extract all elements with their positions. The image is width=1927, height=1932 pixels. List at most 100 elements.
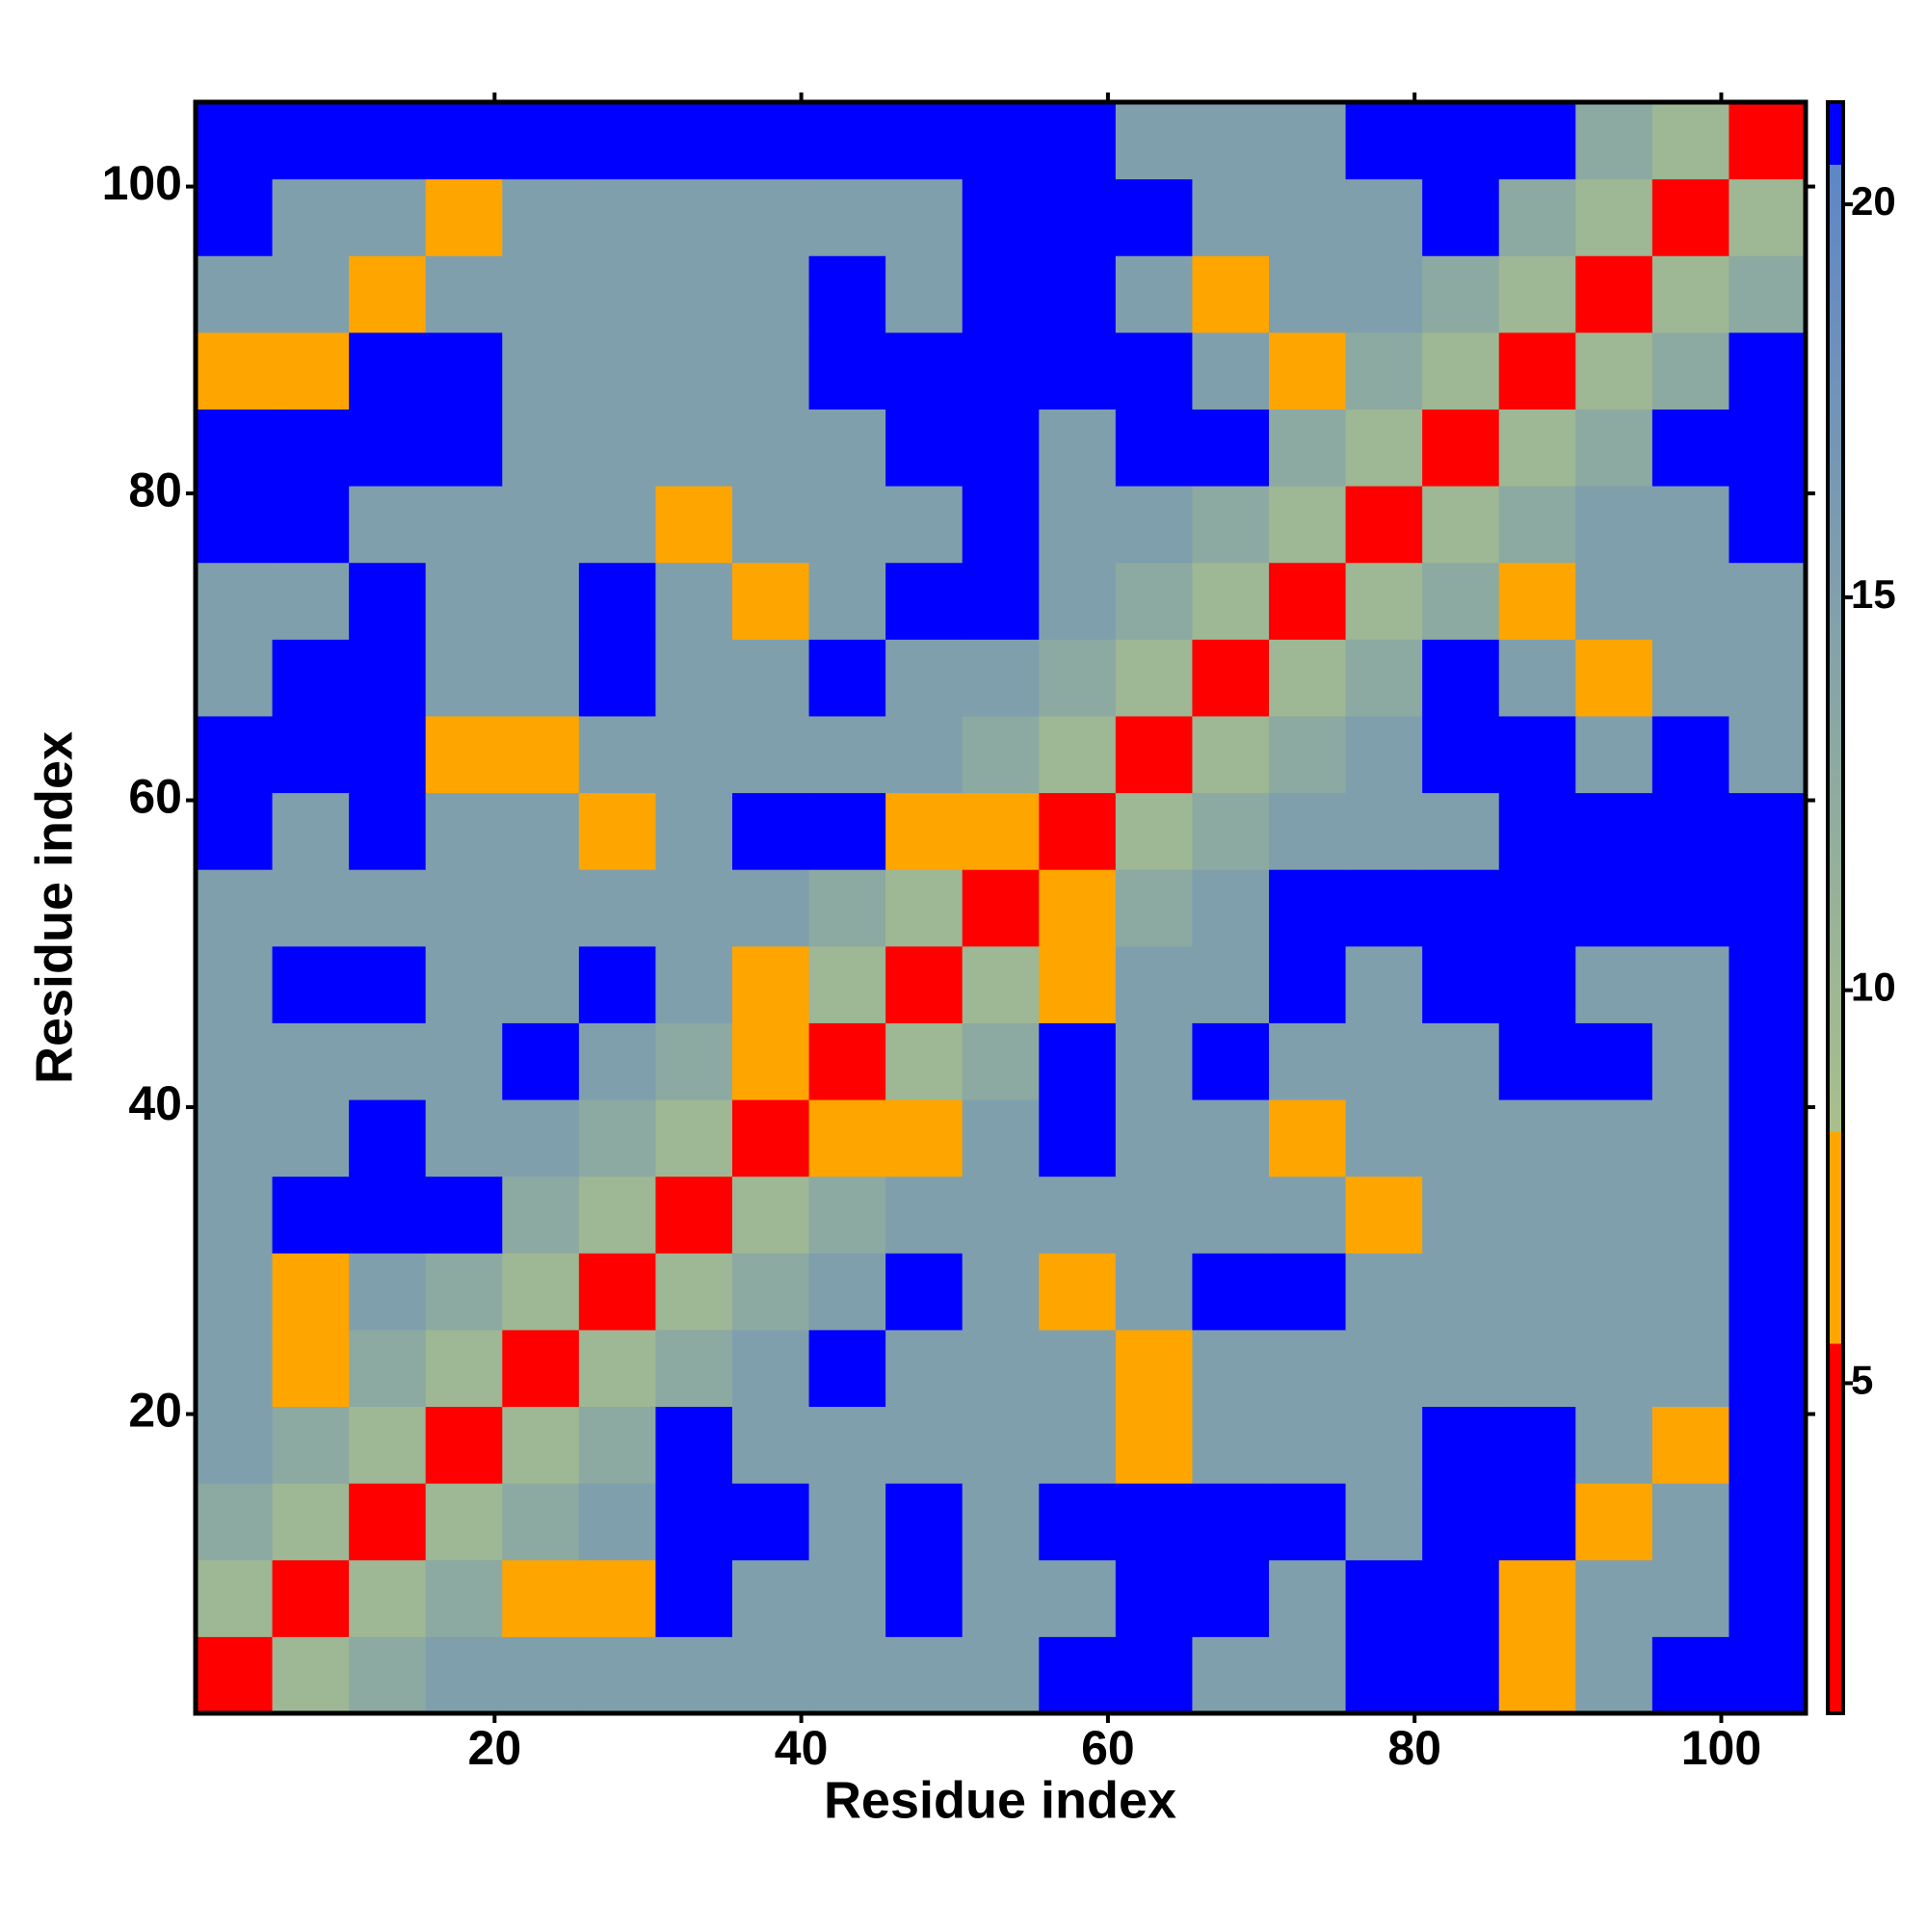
heatmap-cell: [1422, 1483, 1500, 1561]
heatmap-cell: [272, 331, 350, 410]
heatmap-cell: [349, 331, 427, 410]
heatmap-cell: [808, 331, 886, 410]
heatmap-cell: [1651, 486, 1729, 564]
heatmap-cell: [349, 1022, 427, 1100]
heatmap-cell: [578, 1406, 656, 1484]
heatmap-cell: [196, 869, 274, 947]
heatmap-cell: [1729, 409, 1807, 487]
heatmap-cell: [962, 1329, 1040, 1408]
heatmap-cell: [1651, 1099, 1729, 1178]
heatmap-cell: [962, 792, 1040, 870]
heatmap-cell: [502, 1253, 580, 1331]
heatmap-cell: [1498, 255, 1576, 333]
heatmap-cell: [1575, 255, 1653, 333]
heatmap-cell: [885, 1022, 964, 1100]
heatmap-cell: [1422, 1636, 1500, 1714]
heatmap-cell: [578, 869, 656, 947]
heatmap-cell: [272, 1099, 350, 1178]
heatmap-cell: [1039, 869, 1117, 947]
heatmap-cell: [502, 102, 580, 180]
heatmap-cell: [1269, 792, 1347, 870]
heatmap-cell: [1115, 1559, 1193, 1637]
heatmap-cell: [1651, 945, 1729, 1023]
heatmap-cell: [1575, 1483, 1653, 1561]
heatmap-cell: [655, 639, 733, 717]
heatmap-cell: [1039, 945, 1117, 1023]
heatmap-cell: [1039, 1176, 1117, 1254]
heatmap-cell: [1651, 1636, 1729, 1714]
heatmap-cell: [1575, 945, 1653, 1023]
heatmap-cell: [502, 409, 580, 487]
heatmap-cell: [1575, 1099, 1653, 1178]
heatmap-cell: [1192, 1559, 1270, 1637]
heatmap-cell: [1192, 945, 1270, 1023]
heatmap-cell: [808, 1406, 886, 1484]
heatmap-cell: [1345, 255, 1423, 333]
heatmap-cell: [1269, 562, 1347, 640]
heatmap-cell: [1651, 409, 1729, 487]
heatmap-cell: [655, 331, 733, 410]
heatmap-cell: [962, 409, 1040, 487]
heatmap-cell: [1115, 1253, 1193, 1331]
heatmap-cell: [1345, 792, 1423, 870]
heatmap-cell: [1729, 1022, 1807, 1100]
heatmap-cell: [425, 409, 503, 487]
heatmap-cell: [732, 1253, 810, 1331]
heatmap-cell: [1575, 1329, 1653, 1408]
colorbar-tick-label: 20: [1851, 178, 1896, 224]
heatmap-cell: [349, 178, 427, 256]
heatmap-cell: [196, 409, 274, 487]
heatmap-cell: [1115, 486, 1193, 564]
heatmap-cell: [196, 562, 274, 640]
heatmap-cell: [1269, 255, 1347, 333]
heatmap-cell: [1575, 331, 1653, 410]
heatmap-cell: [1115, 331, 1193, 410]
heatmap-cell: [1729, 1176, 1807, 1254]
heatmap-cell: [1498, 486, 1576, 564]
heatmap-cell: [1651, 331, 1729, 410]
heatmap-cell: [1269, 178, 1347, 256]
heatmap-cell: [196, 792, 274, 870]
heatmap-cell: [1345, 639, 1423, 717]
heatmap-cell: [1575, 1022, 1653, 1100]
heatmap-cell: [1269, 1022, 1347, 1100]
heatmap-cell: [1422, 792, 1500, 870]
heatmap-cell: [885, 486, 964, 564]
heatmap-cell: [1192, 331, 1270, 410]
heatmap-cell: [655, 102, 733, 180]
heatmap-cell: [1269, 1329, 1347, 1408]
heatmap-cell: [1345, 102, 1423, 180]
heatmap-cell: [349, 1636, 427, 1714]
heatmap-cell: [1039, 1329, 1117, 1408]
heatmap-cell: [808, 102, 886, 180]
heatmap-cell: [1039, 1253, 1117, 1331]
heatmap-cell: [962, 1022, 1040, 1100]
heatmap-cell: [962, 562, 1040, 640]
heatmap-cell: [1575, 178, 1653, 256]
heatmap-cell: [655, 1329, 733, 1408]
heatmap-cell: [578, 945, 656, 1023]
heatmap-cell: [962, 102, 1040, 180]
heatmap-cell: [1115, 409, 1193, 487]
heatmap-cell: [1269, 945, 1347, 1023]
heatmap-cell: [502, 1406, 580, 1484]
heatmap-cell: [962, 715, 1040, 794]
heatmap-cell: [655, 255, 733, 333]
heatmap-cell: [1345, 1483, 1423, 1561]
heatmap-cell: [1345, 1099, 1423, 1178]
heatmap-cell: [1651, 178, 1729, 256]
heatmap-cell: [578, 715, 656, 794]
heatmap-cell: [425, 486, 503, 564]
heatmap-cell: [1115, 715, 1193, 794]
heatmap-cell: [732, 869, 810, 947]
heatmap-cell: [578, 792, 656, 870]
heatmap-cell: [1039, 792, 1117, 870]
heatmap-cell: [1729, 102, 1807, 180]
heatmap-cell: [1575, 869, 1653, 947]
heatmap-cell: [1345, 1406, 1423, 1484]
heatmap-cell: [272, 869, 350, 947]
heatmap-cell: [1115, 102, 1193, 180]
heatmap-cell: [502, 331, 580, 410]
heatmap-cell: [1498, 1636, 1576, 1714]
heatmap-cell: [425, 255, 503, 333]
